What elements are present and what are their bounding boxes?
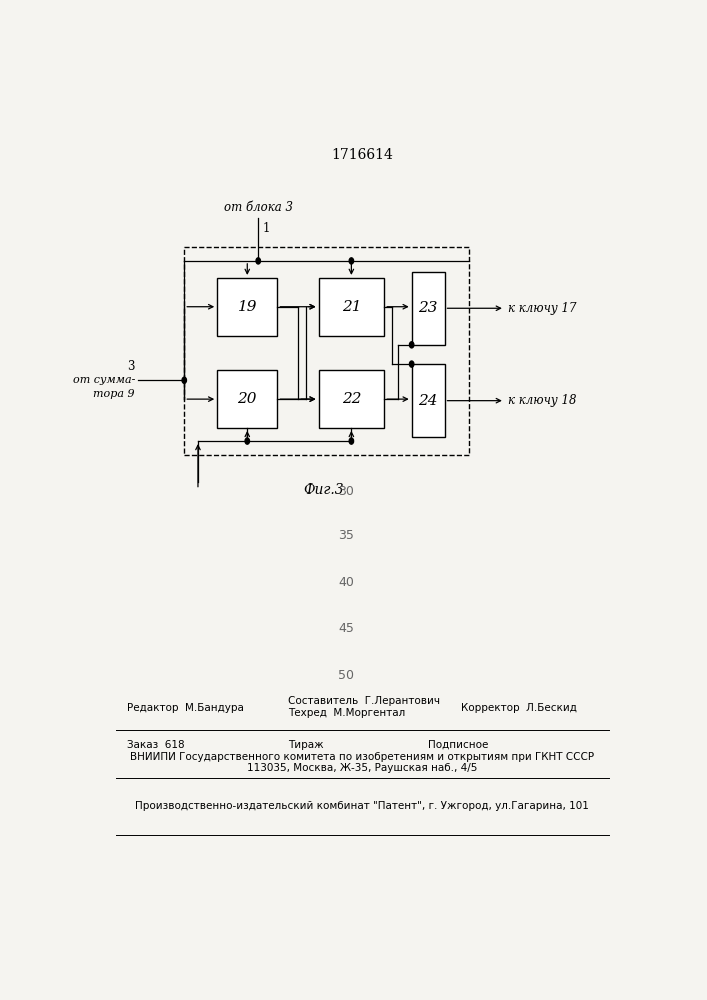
Text: Тираж: Тираж [288,740,324,750]
Text: ВНИИПИ Государственного комитета по изобретениям и открытиям при ГКНТ СССР: ВНИИПИ Государственного комитета по изоб… [130,752,595,762]
Circle shape [409,342,414,348]
Circle shape [245,438,250,444]
Text: 22: 22 [341,392,361,406]
Bar [319,370,385,428]
Bar [217,370,277,428]
Text: тора 9: тора 9 [93,389,135,399]
Text: 1: 1 [262,222,270,235]
Text: Составитель  Г.Лерантович: Составитель Г.Лерантович [288,696,440,706]
Text: к ключу 17: к ключу 17 [508,302,576,315]
Bar [185,247,469,455]
Text: 21: 21 [341,300,361,314]
Text: 1716614: 1716614 [332,148,393,162]
Circle shape [349,438,354,444]
Text: 45: 45 [338,622,354,635]
Circle shape [182,377,187,383]
Text: Заказ  618: Заказ 618 [127,740,185,750]
Text: 30: 30 [338,485,354,498]
Text: 113035, Москва, Ж-35, Раушская наб., 4/5: 113035, Москва, Ж-35, Раушская наб., 4/5 [247,763,477,773]
Text: 40: 40 [338,576,354,588]
Text: 35: 35 [338,529,354,542]
Text: 50: 50 [338,669,354,682]
Bar [411,364,445,437]
Text: 24: 24 [419,394,438,408]
Text: Производственно-издательский комбинат "Патент", г. Ужгород, ул.Гагарина, 101: Производственно-издательский комбинат "П… [136,801,589,811]
Circle shape [256,258,260,264]
Text: Подписное: Подписное [428,740,489,750]
Text: Редактор  М.Бандура: Редактор М.Бандура [127,703,244,713]
Bar [217,278,277,336]
Circle shape [349,258,354,264]
Text: Корректор  Л.Бескид: Корректор Л.Бескид [461,703,577,713]
Text: 20: 20 [238,392,257,406]
Text: 3: 3 [127,360,135,373]
Text: Техред  М.Моргентал: Техред М.Моргентал [288,708,406,718]
Bar [319,278,385,336]
Text: Фиг.3: Фиг.3 [304,483,344,497]
Text: 23: 23 [419,301,438,315]
Circle shape [409,361,414,367]
Bar [411,272,445,345]
Text: 19: 19 [238,300,257,314]
Text: от сумма-: от сумма- [73,375,135,385]
Text: от блока 3: от блока 3 [223,201,293,214]
Text: к ключу 18: к ключу 18 [508,394,576,407]
